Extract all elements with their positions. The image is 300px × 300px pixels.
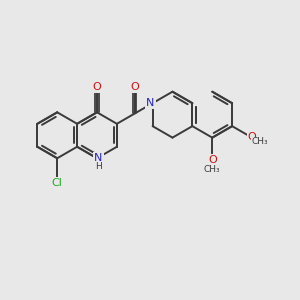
Text: N: N (146, 98, 155, 108)
Text: O: O (248, 133, 256, 142)
Text: O: O (93, 82, 101, 92)
Text: N: N (94, 153, 103, 163)
Text: O: O (130, 82, 139, 92)
Text: O: O (208, 155, 217, 165)
Text: Cl: Cl (52, 178, 63, 188)
Text: CH₃: CH₃ (251, 137, 268, 146)
Text: H: H (95, 162, 102, 171)
Text: CH₃: CH₃ (204, 165, 220, 174)
